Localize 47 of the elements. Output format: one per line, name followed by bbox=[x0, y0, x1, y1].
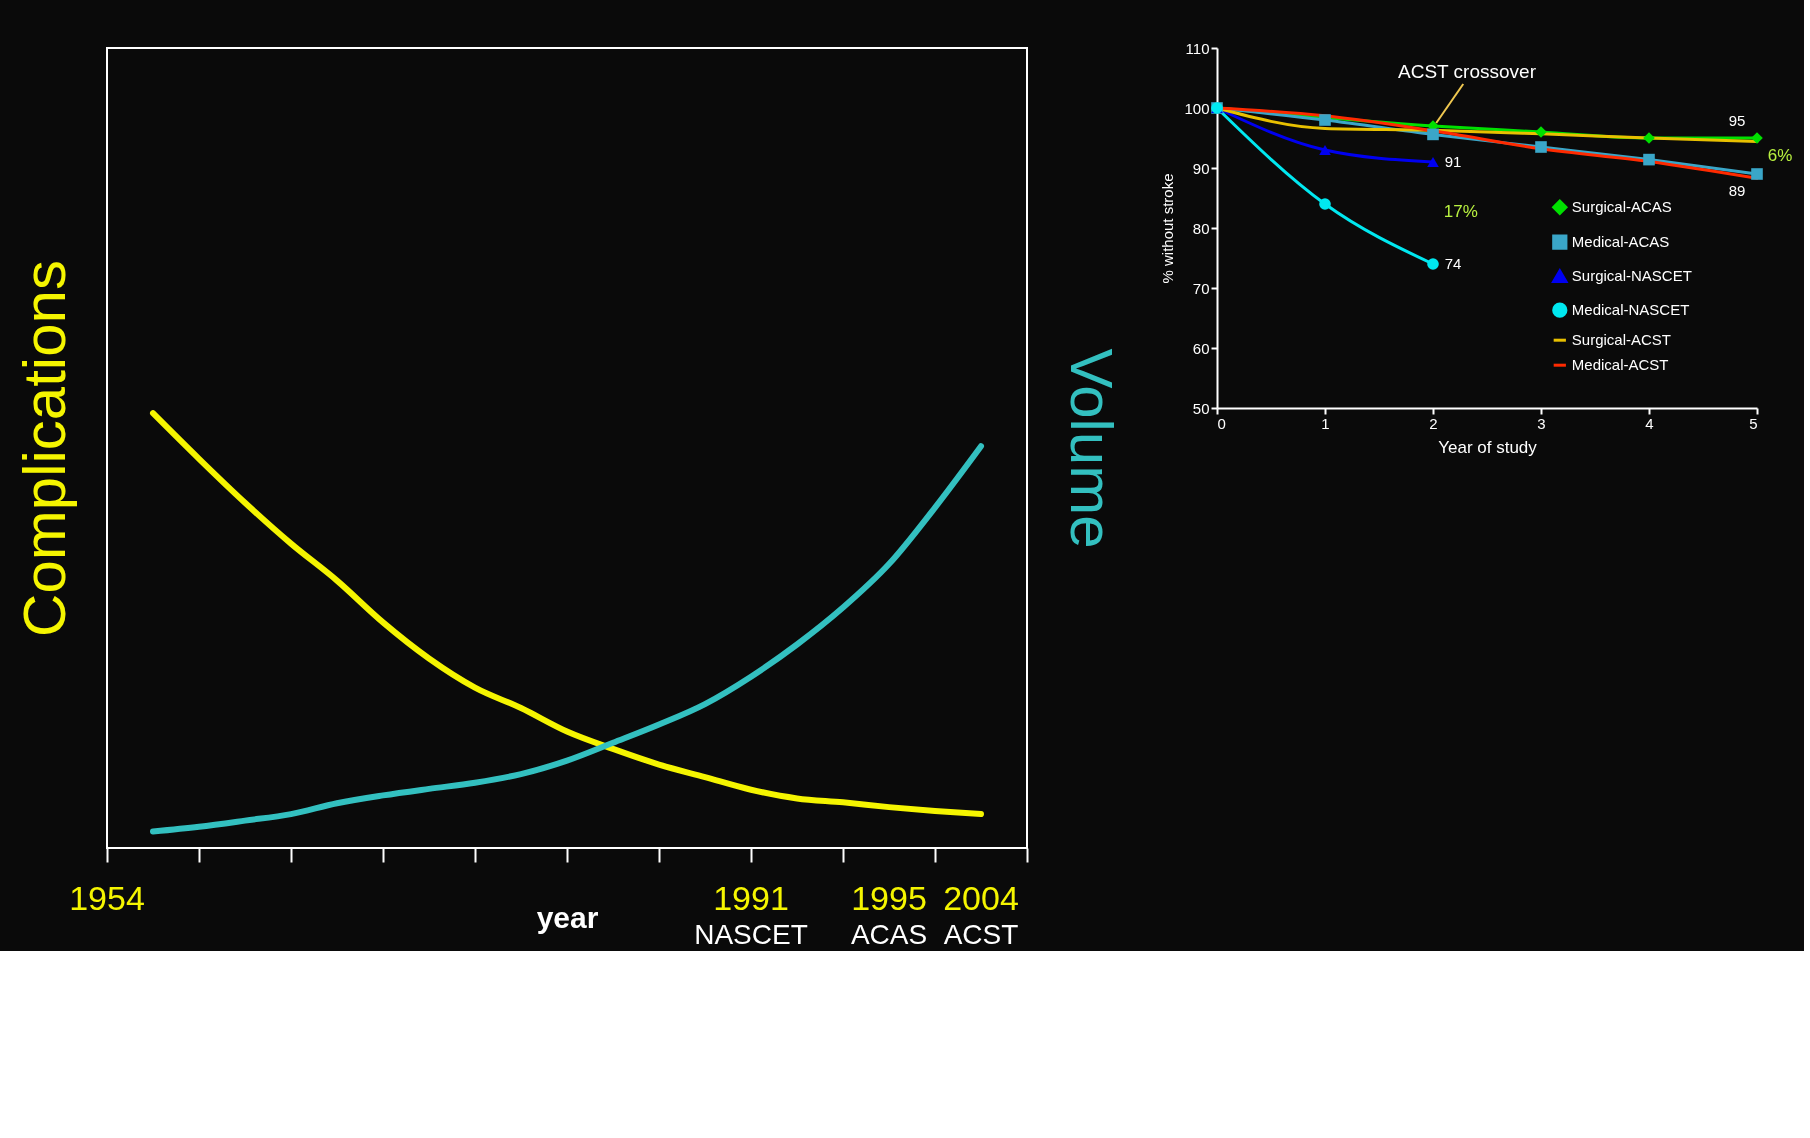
point bbox=[1751, 132, 1763, 144]
data-label: 74 bbox=[1444, 255, 1462, 272]
x-tick-label: 3 bbox=[1537, 414, 1546, 432]
legend-label: Medical-ACAS bbox=[1571, 233, 1670, 251]
y-axis-title: Complications bbox=[10, 260, 78, 637]
data-label: 95 bbox=[1728, 112, 1746, 129]
point bbox=[1427, 258, 1439, 270]
legend-label: Surgical-ACST bbox=[1571, 331, 1671, 349]
x-tick-label: 5 bbox=[1749, 414, 1758, 432]
x-tick-label: 2 bbox=[1429, 414, 1438, 432]
y-tick-label: 70 bbox=[1192, 279, 1210, 297]
point bbox=[1751, 168, 1763, 180]
y-tick-label: 80 bbox=[1192, 219, 1210, 237]
point bbox=[1319, 144, 1331, 156]
point bbox=[1427, 156, 1439, 168]
text: 6% bbox=[1767, 146, 1793, 165]
point bbox=[1643, 132, 1655, 144]
legend-label: Medical-ACST bbox=[1571, 356, 1669, 374]
data-label: 91 bbox=[1444, 153, 1462, 170]
point bbox=[1643, 153, 1655, 166]
x-tick-label: 0 bbox=[1217, 414, 1226, 432]
data-label: 89 bbox=[1728, 182, 1746, 199]
x-tick-label: 1995 ACAS bbox=[850, 879, 928, 950]
x-tick-label: 1 bbox=[1321, 414, 1330, 432]
point bbox=[1319, 198, 1331, 210]
legend-label: Medical-NASCET bbox=[1571, 301, 1690, 319]
x-tick-label: 2004 ACST bbox=[943, 879, 1019, 950]
x-tick-label: 1954 bbox=[69, 879, 145, 917]
point bbox=[1427, 128, 1439, 141]
x-tick-label: 1991 NASCET bbox=[694, 879, 808, 950]
point bbox=[1535, 126, 1547, 138]
y-tick-label: 100 bbox=[1184, 99, 1210, 117]
y2-axis-title: Volume bbox=[1057, 348, 1125, 549]
annotation: ACST crossover bbox=[1398, 61, 1537, 82]
legend-label: Surgical-ACAS bbox=[1571, 198, 1672, 216]
point bbox=[1535, 141, 1547, 153]
y-tick-label: 50 bbox=[1192, 399, 1210, 417]
x-tick-label: 4 bbox=[1645, 414, 1654, 432]
y-tick-label: 90 bbox=[1192, 159, 1210, 177]
legend-label: Surgical-NASCET bbox=[1571, 267, 1692, 285]
y-tick-label: 60 bbox=[1192, 339, 1210, 357]
point bbox=[1319, 114, 1331, 126]
x-axis-title: year bbox=[536, 900, 599, 934]
x-axis-title: Year of study bbox=[1438, 437, 1538, 457]
annotation: 17% bbox=[1443, 201, 1478, 221]
y-axis-title: % without stroke bbox=[1159, 173, 1177, 284]
y-tick-label: 110 bbox=[1185, 39, 1210, 57]
